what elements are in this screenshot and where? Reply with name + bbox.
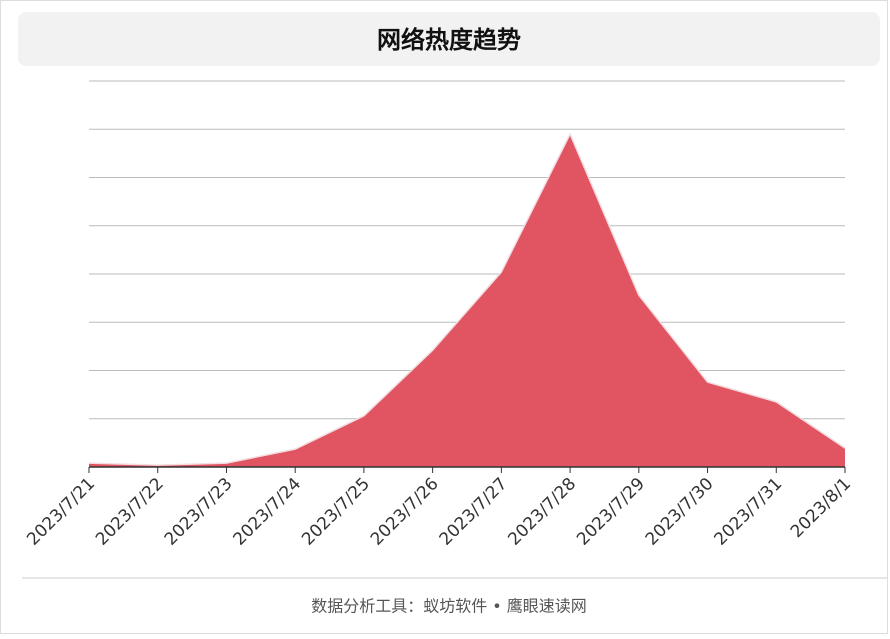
title-box bbox=[18, 12, 880, 66]
footer: 数据分析工具：蚁坊软件 • 鹰眼速读网 bbox=[311, 597, 587, 616]
area bbox=[89, 134, 845, 467]
area-line bbox=[88, 132, 846, 466]
chart-title: 网络热度趋势 bbox=[377, 26, 521, 54]
